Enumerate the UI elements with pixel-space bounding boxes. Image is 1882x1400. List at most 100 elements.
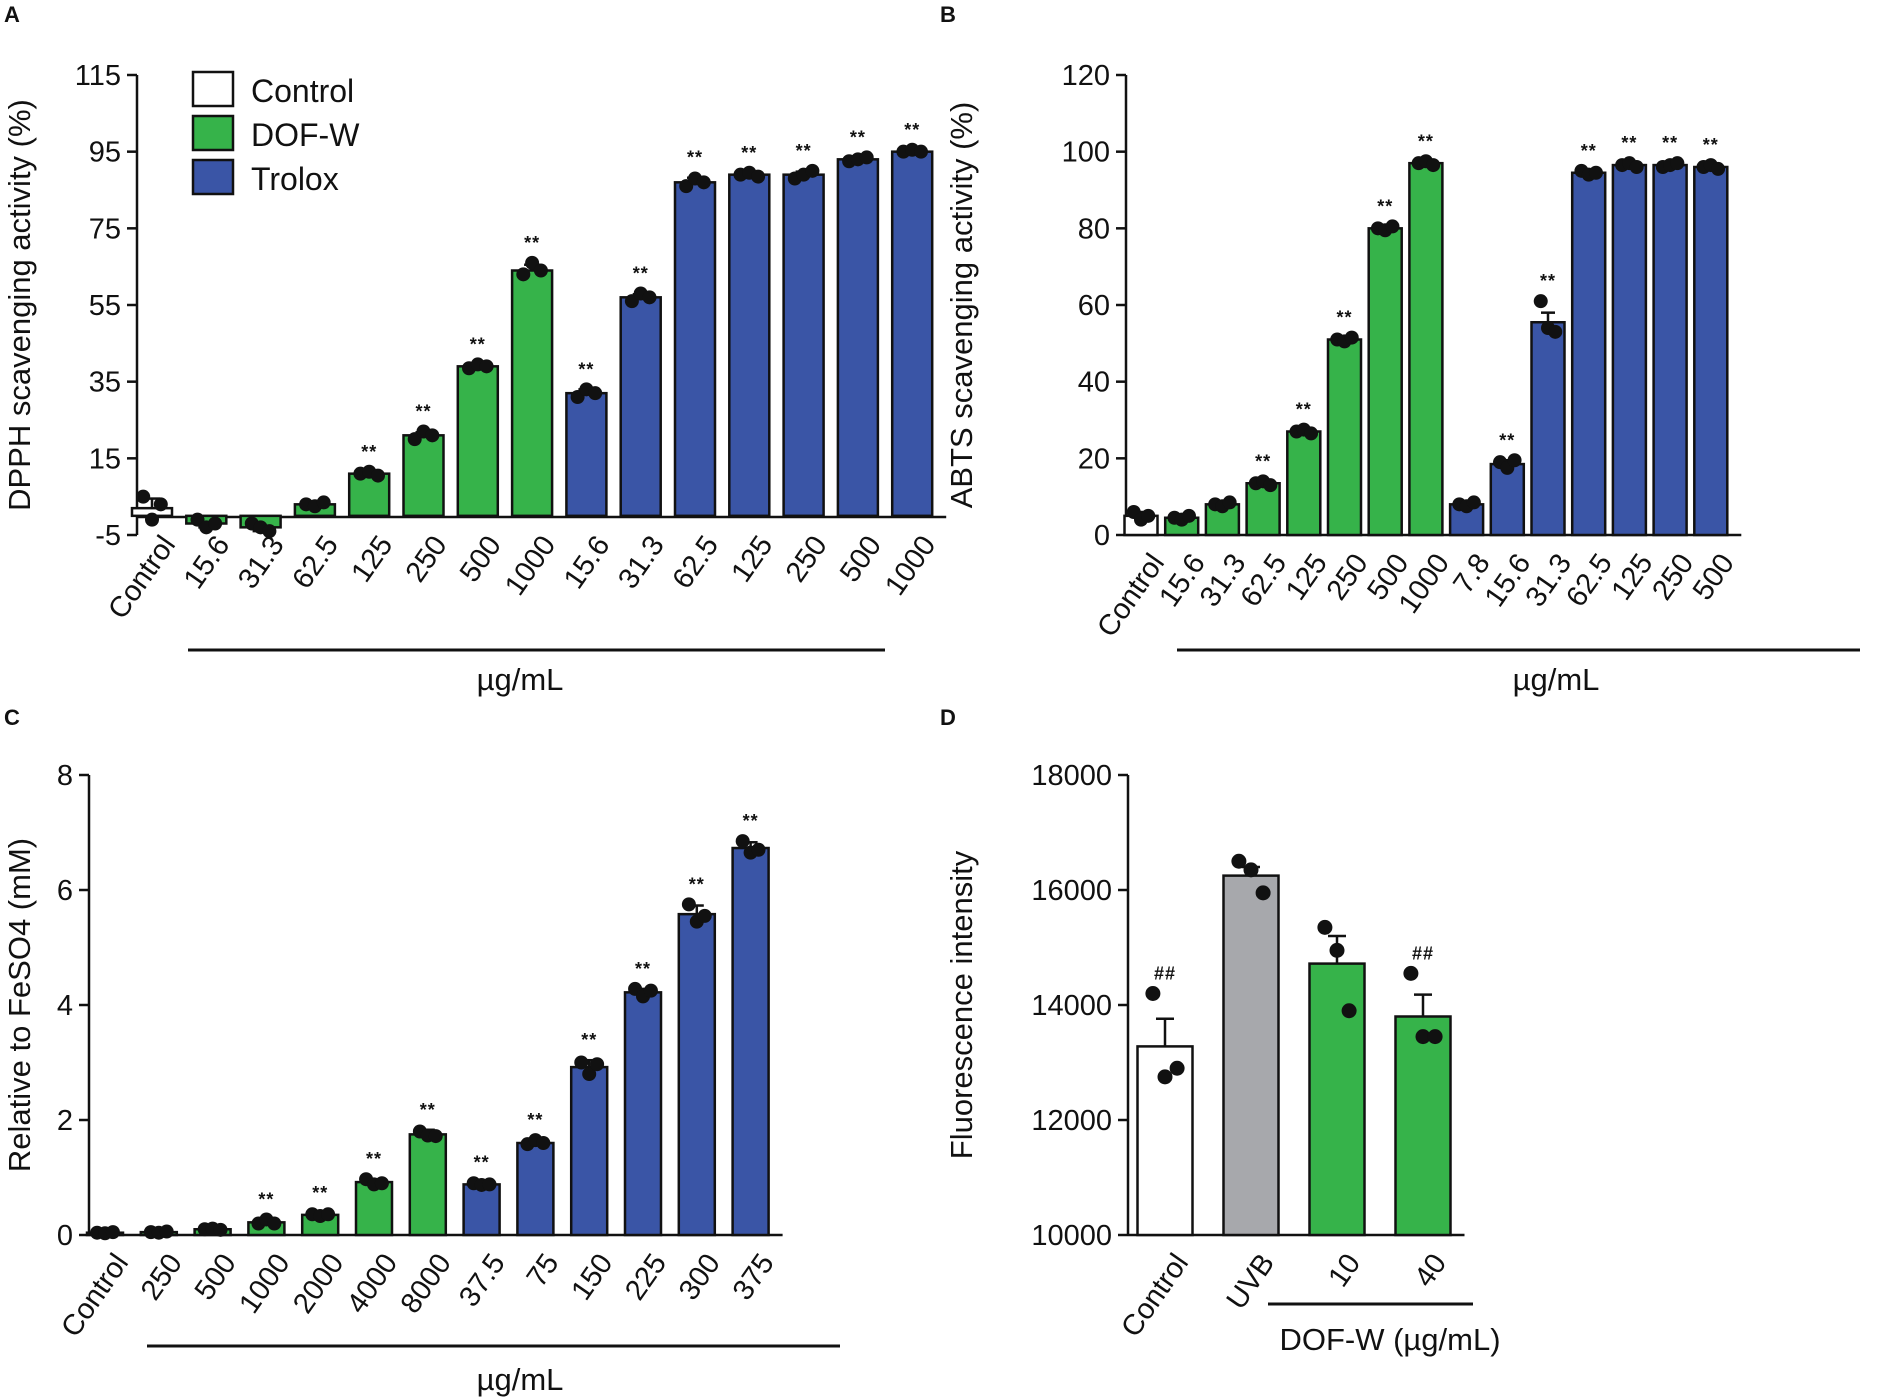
data-point <box>735 834 750 849</box>
x-tick-label: 1000 <box>499 530 562 601</box>
y-tick-label: 120 <box>1062 60 1110 92</box>
x-tick-label: 225 <box>619 1248 673 1306</box>
bar-15.6 <box>565 391 608 518</box>
bar-40 <box>1394 1015 1452 1237</box>
legend-swatch-DOF-W <box>191 114 235 152</box>
significance-marker: ** <box>1703 135 1719 155</box>
bar-500 <box>836 158 880 518</box>
x-tick-label: 300 <box>673 1248 727 1306</box>
bar-500 <box>1367 227 1403 537</box>
data-point <box>1157 1069 1173 1085</box>
bar-75 <box>516 1141 555 1237</box>
x-tick-label: 125 <box>725 530 779 588</box>
data-point <box>428 1129 443 1144</box>
bar-125 <box>728 173 771 518</box>
significance-marker: ** <box>741 143 757 163</box>
x-tick-label: 8000 <box>395 1248 458 1319</box>
data-point <box>1145 986 1161 1001</box>
x-tick-label: Control <box>55 1248 135 1343</box>
bar-225 <box>623 991 663 1237</box>
y-axis-title: Fluorescence intensity <box>944 850 979 1159</box>
bar-8000 <box>408 1133 448 1237</box>
data-point <box>145 512 159 527</box>
y-tick-label: 35 <box>89 367 121 399</box>
x-tick-label: 250 <box>780 530 834 588</box>
chart-panel-B: B 0 20 40 60 80 100 120 ABTS scavenging activity… <box>940 2 1860 697</box>
y-tick-label: 18000 <box>1031 760 1112 792</box>
data-point <box>321 1207 336 1222</box>
bar-375 <box>731 846 770 1237</box>
significance-marker: ** <box>258 1189 274 1209</box>
y-tick-label: 15 <box>89 443 121 475</box>
data-point <box>1588 165 1603 180</box>
x-tick-label: 31.3 <box>232 530 291 595</box>
data-point <box>1181 508 1196 523</box>
bar-1000 <box>1408 161 1444 537</box>
data-point <box>1231 853 1247 869</box>
x-tick-label: 40 <box>1408 1248 1453 1293</box>
bar-300 <box>677 912 717 1237</box>
significance-marker: ** <box>312 1183 328 1203</box>
data-point <box>1304 426 1319 441</box>
significance-marker: ** <box>796 141 812 161</box>
x-tick-label: 125 <box>1280 548 1334 606</box>
x-tick-label: 4000 <box>341 1248 404 1319</box>
legend-label: Trolox <box>251 161 339 197</box>
data-point <box>208 516 223 531</box>
y-tick-label: 16000 <box>1031 875 1112 907</box>
bar-31.3 <box>619 296 662 518</box>
y-tick-label: 0 <box>1094 520 1110 552</box>
bar-250 <box>402 434 445 518</box>
data-point <box>1141 508 1156 523</box>
y-tick-label: 75 <box>89 213 121 245</box>
data-point <box>1169 1060 1185 1076</box>
data-point <box>1243 862 1259 878</box>
chart-panel-D: D 10000 12000 14000 16000 18000 Fluorescence i… <box>940 705 1501 1357</box>
significance-marker: ** <box>689 874 705 894</box>
data-point <box>1222 495 1237 510</box>
significance-marker: ** <box>1377 196 1393 216</box>
significance-marker: ** <box>420 1100 436 1120</box>
significance-marker: ** <box>1255 451 1271 471</box>
data-point <box>1317 919 1333 935</box>
data-point <box>696 175 711 190</box>
data-point <box>213 1222 228 1237</box>
significance-marker: ** <box>1499 430 1515 450</box>
y-tick-label: 6 <box>57 875 73 907</box>
legend-label: DOF-W <box>251 117 360 153</box>
x-axis-title: DOF-W (µg/mL) <box>1279 1322 1500 1357</box>
y-axis-title: DPPH scavenging activity (%) <box>2 99 37 511</box>
data-point <box>1255 885 1271 901</box>
significance-marker: ** <box>1540 271 1556 291</box>
x-tick-label: 15.6 <box>558 530 617 595</box>
bar-1000 <box>890 150 934 518</box>
data-point <box>479 359 494 374</box>
data-point <box>1329 942 1345 958</box>
data-point <box>1466 495 1481 510</box>
data-point <box>267 1216 282 1231</box>
bar-31.3 <box>1530 321 1566 537</box>
data-point <box>262 524 277 539</box>
data-point <box>425 428 440 443</box>
y-axis-title: Relative to FeSO4 (mM) <box>2 838 37 1172</box>
data-point <box>105 1225 120 1240</box>
significance-marker: ** <box>366 1149 382 1169</box>
significance-marker: ** <box>524 233 540 253</box>
significance-marker: ** <box>527 1110 543 1130</box>
data-point <box>374 1176 389 1191</box>
data-point <box>697 908 712 923</box>
data-point <box>1385 219 1400 234</box>
x-tick-label: 250 <box>1321 548 1375 606</box>
y-tick-label: 0 <box>57 1220 73 1252</box>
significance-marker: ** <box>578 359 594 379</box>
data-point <box>1629 160 1644 174</box>
y-tick-label: 95 <box>89 137 121 169</box>
x-tick-label: 500 <box>454 530 508 588</box>
data-point <box>751 169 766 184</box>
bar-62.5 <box>1245 482 1281 537</box>
significance-marker: ** <box>1296 400 1312 420</box>
x-tick-label: 250 <box>135 1248 189 1306</box>
x-tick-label: 75 <box>521 1248 566 1293</box>
data-point <box>1415 1029 1431 1045</box>
